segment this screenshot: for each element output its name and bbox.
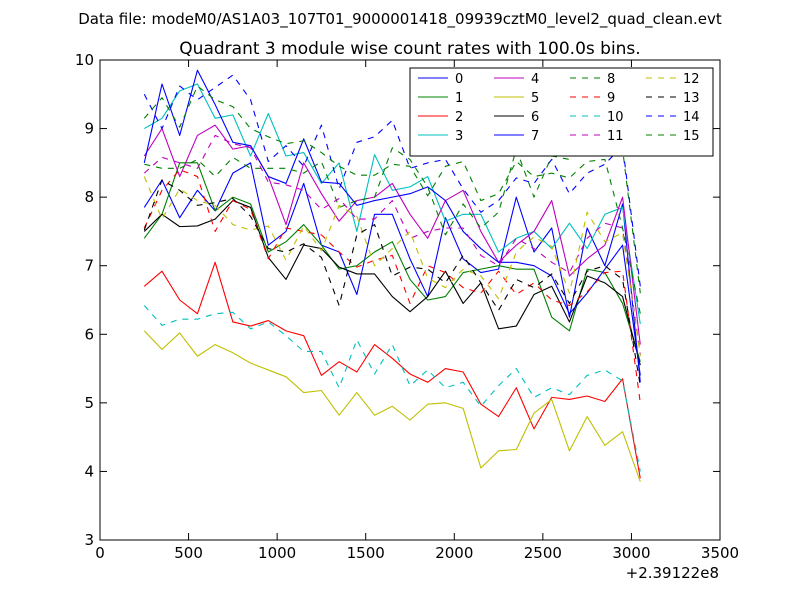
legend-label-7: 7 [531,129,539,144]
x-tick-label-3500: 3500 [701,544,739,562]
series-line-14 [143,74,641,287]
plot-frame [99,59,721,541]
series-line-0 [143,162,641,383]
series-line-12 [143,176,641,357]
y-tick-label-9: 9 [84,120,94,138]
legend-label-10: 10 [607,110,624,125]
series-line-4 [143,124,641,345]
series-line-9 [143,169,641,403]
x-tick-label-2500: 2500 [524,544,562,562]
y-tick-label-10: 10 [75,51,94,69]
legend-label-12: 12 [683,72,700,87]
series-line-11 [143,134,641,355]
legend-label-8: 8 [607,72,615,87]
legend-label-11: 11 [607,129,624,144]
legend-label-5: 5 [531,91,539,106]
legend-label-14: 14 [683,110,700,125]
y-tick-label-3: 3 [84,531,94,549]
y-tick-label-4: 4 [84,462,94,480]
x-tick-label-1000: 1000 [258,544,296,562]
legend-label-2: 2 [455,110,463,125]
y-tick-label-8: 8 [84,188,94,206]
x-tick-label-3000: 3000 [612,544,650,562]
series-line-7 [143,69,641,376]
series-line-2 [143,261,641,479]
y-tick-label-6: 6 [84,325,94,343]
legend-label-0: 0 [455,72,463,87]
series-line-10 [143,305,641,472]
legend-label-4: 4 [531,72,539,87]
x-tick-label-0: 0 [95,544,105,562]
x-tick-label-500: 500 [174,544,203,562]
x-tick-label-1500: 1500 [347,544,385,562]
x-tick-label-2000: 2000 [435,544,473,562]
legend-label-3: 3 [455,129,463,144]
series-line-8 [144,131,641,294]
series-line-13 [143,179,641,386]
figure-suptitle: Data file: modeM0/AS1A03_107T01_90000014… [78,10,722,29]
series-line-3 [144,83,641,325]
legend-label-13: 13 [683,91,700,106]
series-line-6 [143,200,641,366]
x-axis-offset-label: +2.39122e8 [626,564,719,582]
y-tick-label-5: 5 [84,394,94,412]
y-tick-label-7: 7 [84,257,94,275]
chart-title: Quadrant 3 module wise count rates with … [179,39,640,59]
legend-label-1: 1 [455,91,463,106]
series-line-1 [143,162,641,362]
legend-box [409,67,714,157]
series-line-5 [143,330,641,482]
legend-label-6: 6 [531,110,539,125]
legend-label-15: 15 [683,129,700,144]
legend-label-9: 9 [607,91,615,106]
